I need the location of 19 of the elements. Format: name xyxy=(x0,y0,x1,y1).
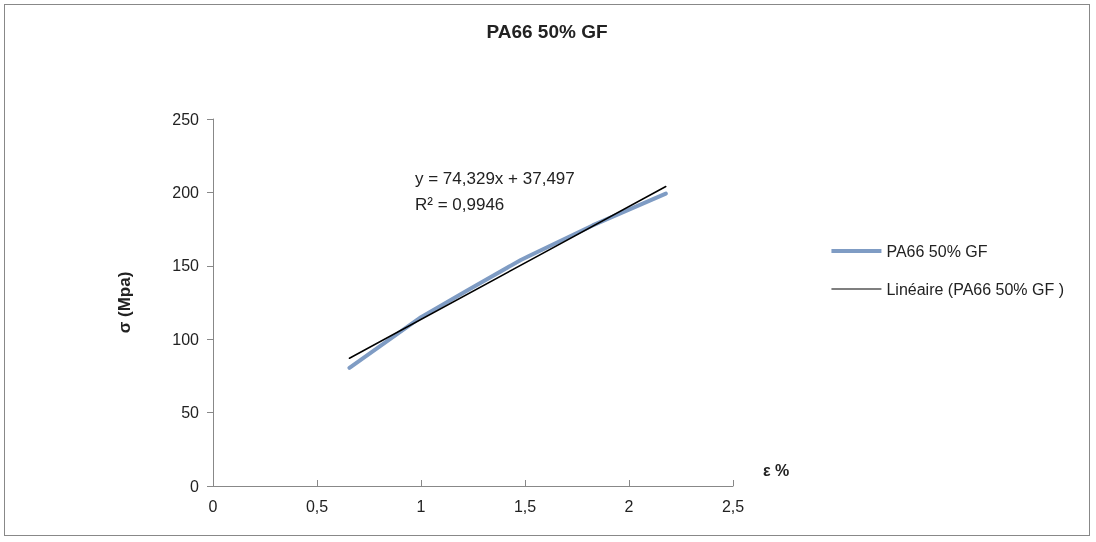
x-tick-label: 1,5 xyxy=(513,497,537,515)
legend-label: Linéaire (PA66 50% GF ) xyxy=(886,280,1064,298)
x-tick-label: 2 xyxy=(624,497,634,515)
legend-label: PA66 50% GF xyxy=(886,242,988,260)
annotation: y = 74,329x + 37,497 xyxy=(415,168,575,188)
y-tick-label: 150 xyxy=(172,257,200,275)
y-tick-label: 0 xyxy=(190,477,200,495)
annotation: R² = 0,9946 xyxy=(415,194,505,214)
y-tick-label: 100 xyxy=(172,330,200,348)
x-tick-label: 1 xyxy=(416,497,426,515)
x-tick-label: 0 xyxy=(208,497,218,515)
chart-title: PA66 50% GF xyxy=(486,21,608,42)
y-tick-label: 250 xyxy=(172,110,200,128)
x-tick-label: 2,5 xyxy=(721,497,745,515)
x-tick-label: 0,5 xyxy=(305,497,329,515)
y-tick-label: 200 xyxy=(172,183,200,201)
y-tick-label: 50 xyxy=(181,404,200,422)
y-axis-title: σ (Mpa) xyxy=(115,271,134,334)
x-axis-title: ε % xyxy=(763,461,790,479)
